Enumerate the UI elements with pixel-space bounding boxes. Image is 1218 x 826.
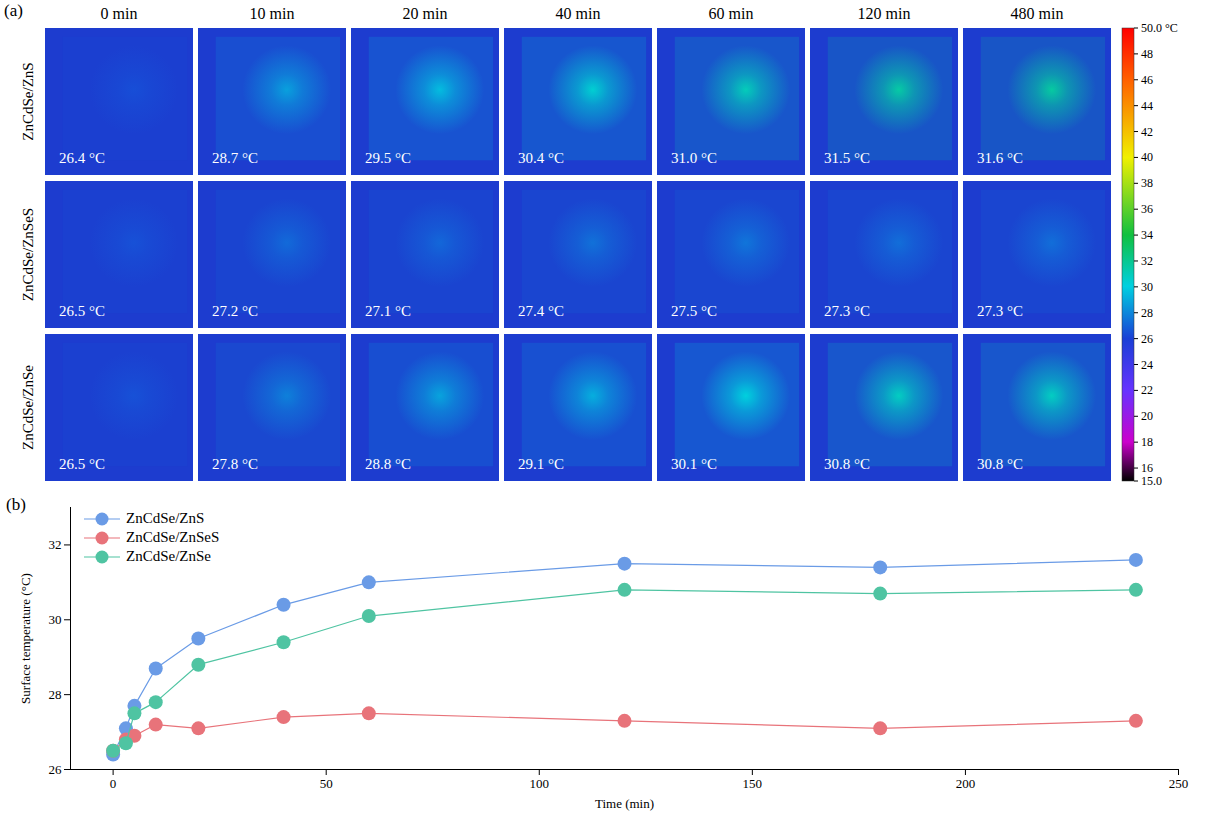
- svg-text:27.8 °C: 27.8 °C: [212, 456, 258, 472]
- svg-text:ZnCdSe/ZnSeS: ZnCdSe/ZnSeS: [20, 208, 36, 301]
- svg-text:Surface temperature (°C): Surface temperature (°C): [18, 573, 33, 704]
- svg-text:Time (min): Time (min): [595, 796, 654, 811]
- svg-text:32: 32: [1141, 254, 1153, 268]
- svg-text:30.4 °C: 30.4 °C: [518, 150, 564, 166]
- svg-text:26: 26: [1141, 332, 1153, 346]
- svg-text:46: 46: [1141, 73, 1153, 87]
- svg-text:20 min: 20 min: [403, 5, 448, 22]
- svg-text:0 min: 0 min: [101, 5, 138, 22]
- svg-text:27.4 °C: 27.4 °C: [518, 303, 564, 319]
- svg-text:28: 28: [49, 687, 62, 702]
- svg-text:50.0 °C: 50.0 °C: [1141, 21, 1178, 35]
- svg-text:26.4 °C: 26.4 °C: [59, 150, 105, 166]
- svg-text:31.5 °C: 31.5 °C: [824, 150, 870, 166]
- svg-text:38: 38: [1141, 176, 1153, 190]
- svg-text:29.5 °C: 29.5 °C: [365, 150, 411, 166]
- svg-text:32: 32: [49, 537, 62, 552]
- svg-text:30.8 °C: 30.8 °C: [824, 456, 870, 472]
- svg-text:34: 34: [1141, 228, 1153, 242]
- svg-text:29.1 °C: 29.1 °C: [518, 456, 564, 472]
- html-text:ZnCdSe/ZnSe: ZnCdSe/ZnSe: [126, 548, 211, 564]
- svg-text:60 min: 60 min: [709, 5, 754, 22]
- svg-text:150: 150: [743, 776, 763, 791]
- svg-text:27.2 °C: 27.2 °C: [212, 303, 258, 319]
- svg-text:36: 36: [1141, 202, 1153, 216]
- svg-text:28: 28: [1141, 306, 1153, 320]
- svg-text:16: 16: [1141, 461, 1153, 475]
- svg-text:27.5 °C: 27.5 °C: [671, 303, 717, 319]
- svg-text:27.3 °C: 27.3 °C: [824, 303, 870, 319]
- svg-text:18: 18: [1141, 435, 1153, 449]
- svg-text:30.8 °C: 30.8 °C: [977, 456, 1023, 472]
- svg-text:48: 48: [1141, 47, 1153, 61]
- svg-text:28.8 °C: 28.8 °C: [365, 456, 411, 472]
- svg-text:15.0: 15.0: [1141, 474, 1162, 488]
- svg-text:26: 26: [49, 762, 63, 777]
- svg-text:(a): (a): [4, 1, 23, 20]
- svg-text:27.1 °C: 27.1 °C: [365, 303, 411, 319]
- svg-text:26.5 °C: 26.5 °C: [59, 303, 105, 319]
- svg-text:42: 42: [1141, 125, 1153, 139]
- svg-text:50: 50: [320, 776, 333, 791]
- svg-text:31.0 °C: 31.0 °C: [671, 150, 717, 166]
- svg-text:250: 250: [1169, 776, 1189, 791]
- svg-text:27.3 °C: 27.3 °C: [977, 303, 1023, 319]
- svg-text:30: 30: [1141, 280, 1153, 294]
- html-text:ZnCdSe/ZnSeS: ZnCdSe/ZnSeS: [126, 529, 220, 545]
- svg-text:ZnCdSe/ZnS: ZnCdSe/ZnS: [20, 62, 36, 140]
- html-text:ZnCdSe/ZnS: ZnCdSe/ZnS: [126, 510, 205, 526]
- svg-text:40: 40: [1141, 150, 1153, 164]
- svg-text:ZnCdSe/ZnSe: ZnCdSe/ZnSe: [20, 365, 36, 450]
- svg-text:0: 0: [110, 776, 117, 791]
- svg-text:30: 30: [49, 612, 62, 627]
- svg-text:28.7 °C: 28.7 °C: [212, 150, 258, 166]
- svg-text:22: 22: [1141, 383, 1153, 397]
- svg-text:10 min: 10 min: [250, 5, 295, 22]
- svg-text:480 min: 480 min: [1011, 5, 1064, 22]
- svg-text:40 min: 40 min: [556, 5, 601, 22]
- svg-text:20: 20: [1141, 409, 1153, 423]
- svg-text:26.5 °C: 26.5 °C: [59, 456, 105, 472]
- svg-text:31.6 °C: 31.6 °C: [977, 150, 1023, 166]
- svg-text:200: 200: [956, 776, 976, 791]
- svg-text:120 min: 120 min: [858, 5, 911, 22]
- svg-text:44: 44: [1141, 99, 1153, 113]
- html-text:(b): (b): [6, 495, 26, 514]
- svg-text:24: 24: [1141, 358, 1153, 372]
- svg-text:100: 100: [530, 776, 550, 791]
- svg-text:30.1 °C: 30.1 °C: [671, 456, 717, 472]
